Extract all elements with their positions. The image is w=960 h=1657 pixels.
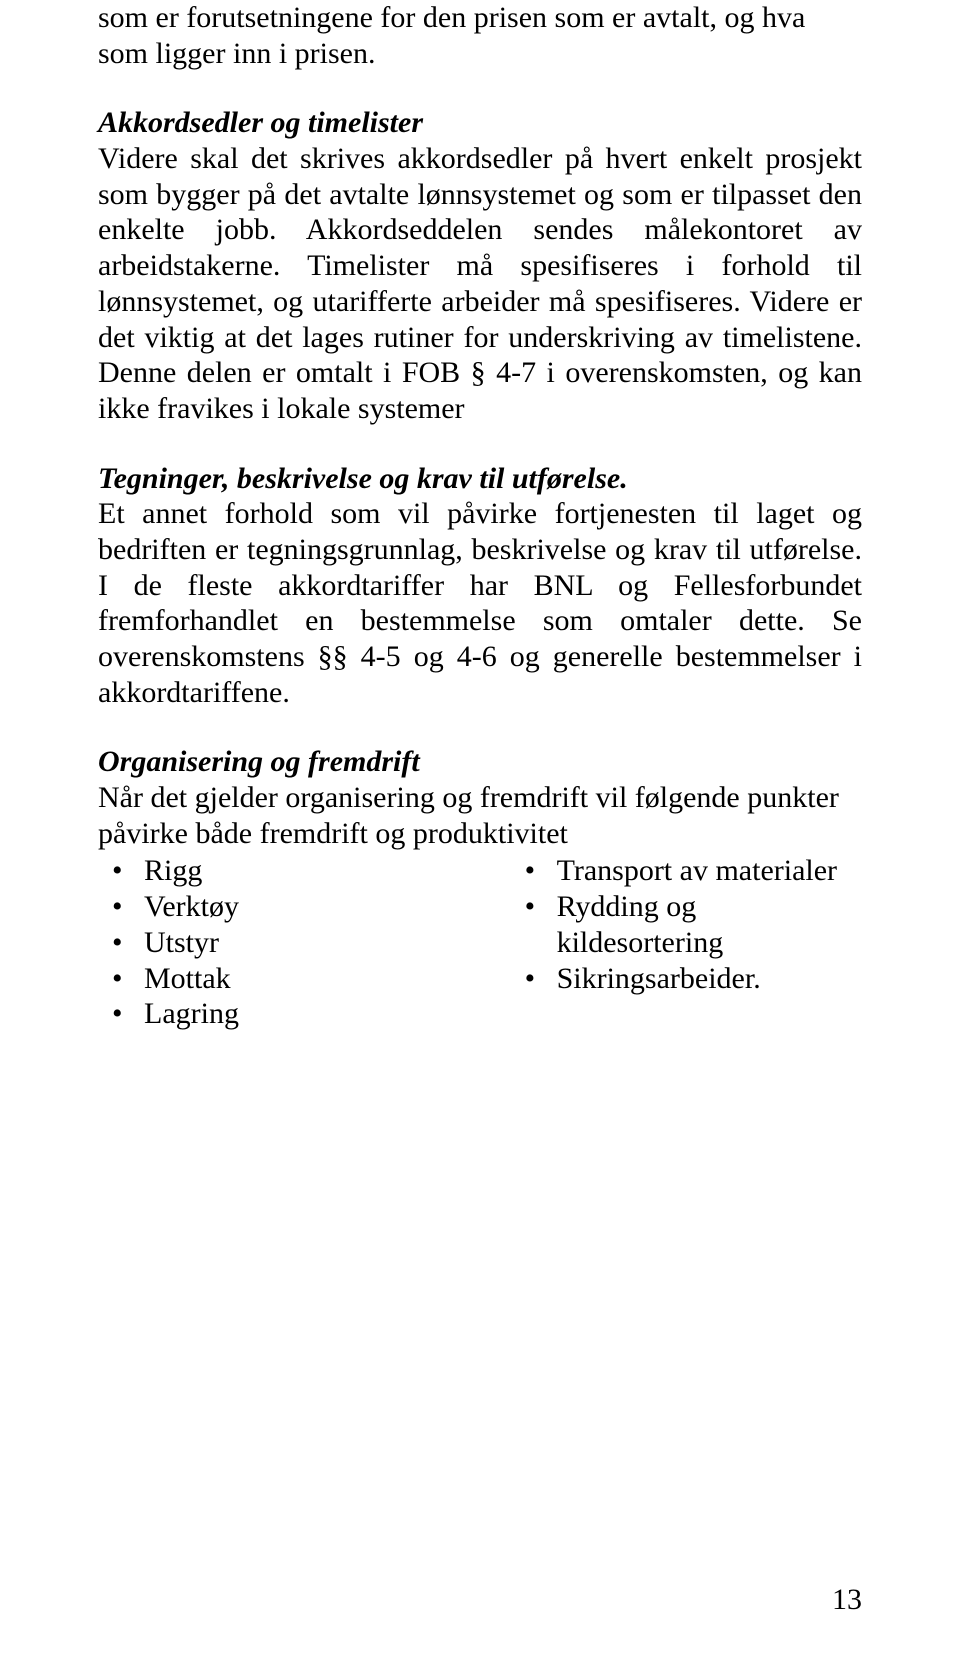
document-page: som er forutsetningene for den prisen so… <box>0 0 960 1657</box>
section-akkordsedler: Akkordsedler og timelister Videre skal d… <box>98 105 862 426</box>
list-item: Rydding og kildesortering <box>511 889 862 960</box>
section-tegninger: Tegninger, beskrivelse og krav til utfør… <box>98 461 862 711</box>
list-item: Transport av materialer <box>511 853 862 889</box>
bullet-list-right: Transport av materialer Rydding og kilde… <box>511 853 862 996</box>
bullet-list-right-col: Transport av materialer Rydding og kilde… <box>511 853 862 1031</box>
list-item: Verktøy <box>98 889 449 925</box>
paragraph-intro: som er forutsetningene for den prisen so… <box>98 0 862 71</box>
section-organisering: Organisering og fremdrift Når det gjelde… <box>98 744 862 851</box>
list-item: Rigg <box>98 853 449 889</box>
bullet-lists-row: Rigg Verktøy Utstyr Mottak Lagring Trans… <box>98 853 862 1031</box>
heading-akkordsedler: Akkordsedler og timelister <box>98 105 862 141</box>
paragraph-text: Et annet forhold som vil påvirke fortjen… <box>98 497 862 708</box>
heading-tegninger: Tegninger, beskrivelse og krav til utfør… <box>98 461 862 497</box>
list-item: Lagring <box>98 996 449 1032</box>
bullet-list-left: Rigg Verktøy Utstyr Mottak Lagring <box>98 853 449 1031</box>
list-item: Utstyr <box>98 925 449 961</box>
paragraph-text: Videre skal det skrives akkordsedler på … <box>98 142 862 425</box>
paragraph-text: Når det gjelder organisering og fremdrif… <box>98 781 839 850</box>
list-item: Sikringsarbeider. <box>511 961 862 997</box>
bullet-list-left-col: Rigg Verktøy Utstyr Mottak Lagring <box>98 853 449 1031</box>
list-item: Mottak <box>98 961 449 997</box>
paragraph-text: som er forutsetningene for den prisen so… <box>98 1 805 70</box>
page-number: 13 <box>832 1583 862 1617</box>
heading-organisering: Organisering og fremdrift <box>98 744 862 780</box>
